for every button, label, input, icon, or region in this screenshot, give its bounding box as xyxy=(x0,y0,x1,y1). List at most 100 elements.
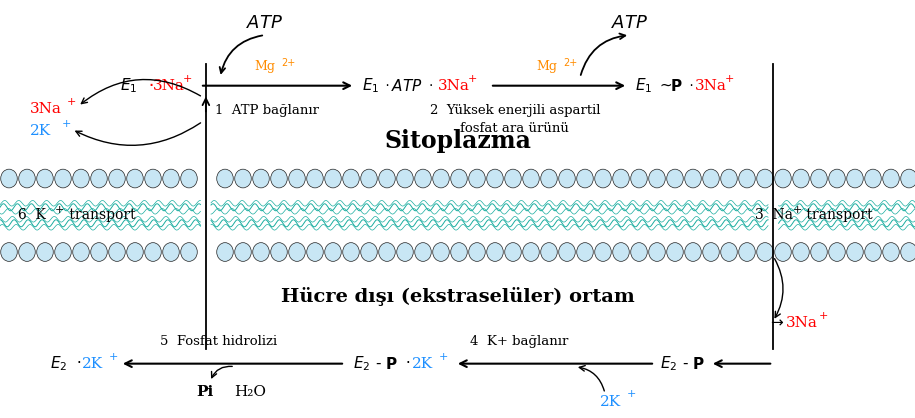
Ellipse shape xyxy=(811,169,827,188)
Text: 2K: 2K xyxy=(600,395,621,409)
Ellipse shape xyxy=(145,243,161,261)
Text: ·: · xyxy=(72,356,81,371)
Text: +: + xyxy=(725,74,735,84)
Ellipse shape xyxy=(253,243,269,261)
Ellipse shape xyxy=(37,169,53,188)
Text: $E_1$: $E_1$ xyxy=(362,76,380,95)
Ellipse shape xyxy=(865,243,881,261)
Text: 5  Fosfat hidrolizi: 5 Fosfat hidrolizi xyxy=(160,335,277,348)
Ellipse shape xyxy=(522,169,539,188)
Ellipse shape xyxy=(253,169,269,188)
Ellipse shape xyxy=(792,243,809,261)
Text: 2K: 2K xyxy=(82,357,103,371)
Ellipse shape xyxy=(559,243,576,261)
Text: Sitoplazma: Sitoplazma xyxy=(384,129,531,153)
Ellipse shape xyxy=(289,169,306,188)
Ellipse shape xyxy=(559,169,576,188)
Text: $\mathbf{P}$: $\mathbf{P}$ xyxy=(385,356,397,372)
Text: +: + xyxy=(62,119,71,129)
Ellipse shape xyxy=(811,243,827,261)
Ellipse shape xyxy=(235,243,252,261)
Text: +: + xyxy=(793,205,802,215)
Ellipse shape xyxy=(361,169,377,188)
Text: Hücre dışı (ekstraselüler) ortam: Hücre dışı (ekstraselüler) ortam xyxy=(281,287,634,306)
Ellipse shape xyxy=(541,169,557,188)
Ellipse shape xyxy=(684,169,701,188)
Text: 2+: 2+ xyxy=(563,58,577,68)
Text: 3Na: 3Na xyxy=(153,79,185,93)
Ellipse shape xyxy=(595,169,611,188)
Ellipse shape xyxy=(595,243,611,261)
Ellipse shape xyxy=(397,243,414,261)
Ellipse shape xyxy=(126,243,144,261)
Ellipse shape xyxy=(649,169,665,188)
Text: $E_2$: $E_2$ xyxy=(660,354,677,373)
Ellipse shape xyxy=(109,169,125,188)
Ellipse shape xyxy=(505,169,522,188)
Ellipse shape xyxy=(883,243,899,261)
Ellipse shape xyxy=(181,243,198,261)
Ellipse shape xyxy=(451,243,468,261)
Ellipse shape xyxy=(721,169,737,188)
Ellipse shape xyxy=(757,243,773,261)
Text: +: + xyxy=(468,74,478,84)
Ellipse shape xyxy=(865,169,881,188)
Text: $E_2$: $E_2$ xyxy=(50,354,68,373)
Ellipse shape xyxy=(325,169,341,188)
Ellipse shape xyxy=(55,169,71,188)
Ellipse shape xyxy=(505,243,522,261)
Text: ~: ~ xyxy=(655,78,673,93)
Text: +: + xyxy=(819,311,828,321)
Ellipse shape xyxy=(307,169,323,188)
Text: 3Na: 3Na xyxy=(695,79,727,93)
Text: ·: · xyxy=(381,79,390,93)
Text: 3Na: 3Na xyxy=(438,79,470,93)
Ellipse shape xyxy=(883,169,899,188)
Ellipse shape xyxy=(181,169,198,188)
Ellipse shape xyxy=(163,169,179,188)
Ellipse shape xyxy=(684,243,701,261)
Text: H₂O: H₂O xyxy=(234,385,266,399)
Ellipse shape xyxy=(145,169,161,188)
Text: fosfat ara ürünü: fosfat ara ürünü xyxy=(460,122,569,135)
Ellipse shape xyxy=(343,243,360,261)
Ellipse shape xyxy=(433,169,449,188)
Ellipse shape xyxy=(757,169,773,188)
Ellipse shape xyxy=(163,243,179,261)
Ellipse shape xyxy=(72,243,90,261)
Text: $ATP$: $ATP$ xyxy=(246,14,284,32)
Ellipse shape xyxy=(126,169,144,188)
Text: 4  K+ bağlanır: 4 K+ bağlanır xyxy=(470,335,568,348)
Text: 6  K: 6 K xyxy=(18,208,46,222)
Text: $\mathbf{P}$: $\mathbf{P}$ xyxy=(670,78,683,94)
Text: 3Na: 3Na xyxy=(30,102,62,116)
Text: transport: transport xyxy=(65,208,135,222)
Text: 2+: 2+ xyxy=(281,58,296,68)
Text: +: + xyxy=(183,74,192,84)
Ellipse shape xyxy=(667,169,684,188)
Ellipse shape xyxy=(217,169,233,188)
Ellipse shape xyxy=(18,169,36,188)
Ellipse shape xyxy=(414,243,431,261)
Ellipse shape xyxy=(379,243,395,261)
Ellipse shape xyxy=(271,169,287,188)
Ellipse shape xyxy=(343,169,360,188)
Ellipse shape xyxy=(37,243,53,261)
Text: $ATP$: $ATP$ xyxy=(391,78,423,94)
Text: 2K: 2K xyxy=(412,357,433,371)
Ellipse shape xyxy=(289,243,306,261)
Text: 2K: 2K xyxy=(30,124,51,138)
Text: ·: · xyxy=(429,79,434,93)
Ellipse shape xyxy=(1,169,17,188)
Ellipse shape xyxy=(217,243,233,261)
Text: +: + xyxy=(67,97,76,107)
Text: $E_1$: $E_1$ xyxy=(120,76,137,95)
Text: $E_1$: $E_1$ xyxy=(635,76,652,95)
Ellipse shape xyxy=(487,243,503,261)
Ellipse shape xyxy=(361,243,377,261)
Text: $ATP$: $ATP$ xyxy=(611,14,649,32)
Ellipse shape xyxy=(667,243,684,261)
Ellipse shape xyxy=(451,169,468,188)
Ellipse shape xyxy=(775,243,791,261)
Ellipse shape xyxy=(846,169,863,188)
